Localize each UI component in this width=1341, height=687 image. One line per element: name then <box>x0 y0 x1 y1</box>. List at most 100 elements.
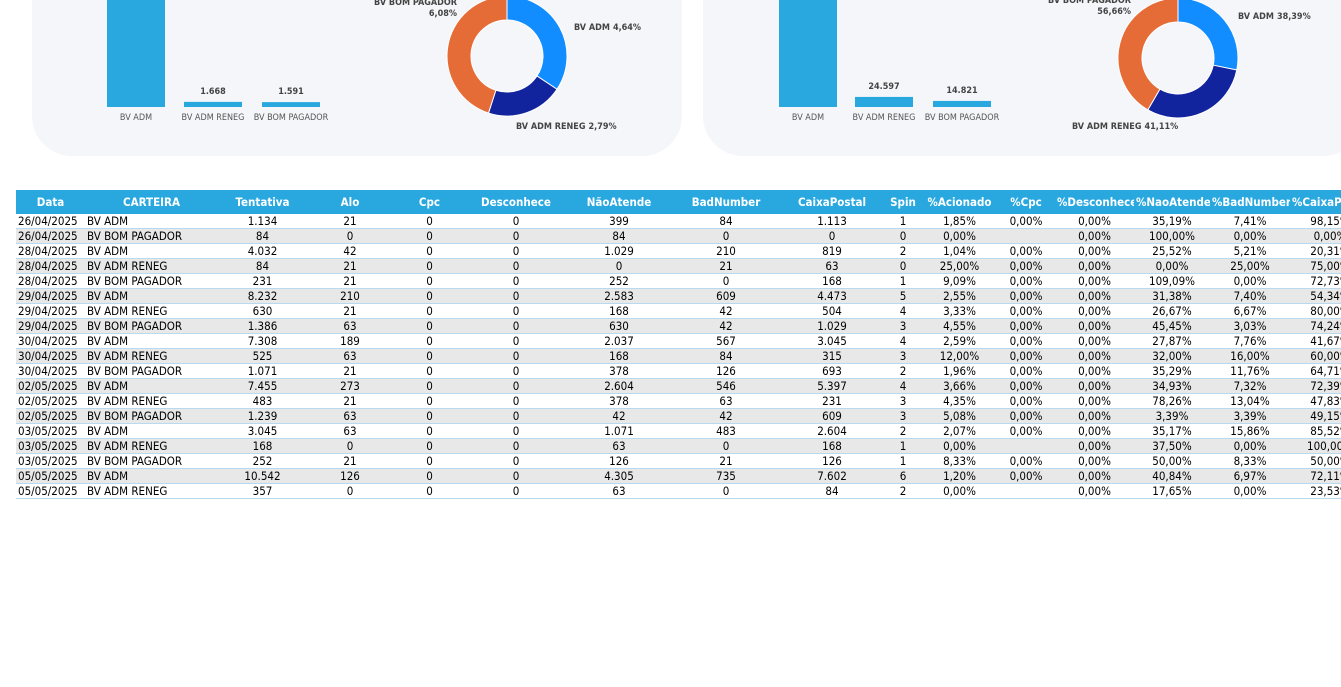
table-cell: 0,00% <box>922 228 997 244</box>
table-cell: 2.037 <box>566 333 672 349</box>
table-cell: 63 <box>566 438 672 454</box>
table-cell: 2 <box>884 423 922 439</box>
table-cell: 630 <box>566 318 672 334</box>
table-cell: 0 <box>307 228 393 244</box>
table-cell: 0,00% <box>997 333 1055 349</box>
table-cell: 0,00% <box>997 468 1055 484</box>
column-header: Data <box>16 190 85 214</box>
table-cell: BV ADM RENEG <box>85 483 218 499</box>
table-cell: 0,00% <box>1055 453 1134 469</box>
table-cell: 0,00% <box>997 318 1055 334</box>
table-cell: 42 <box>307 243 393 259</box>
table-cell: 30/04/2025 <box>16 348 85 364</box>
table-cell: 0 <box>393 303 466 319</box>
table-cell: BV ADM RENEG <box>85 348 218 364</box>
table-cell: 0,00% <box>1055 228 1134 244</box>
table-cell: 63 <box>672 393 780 409</box>
table-cell: 0,00% <box>997 214 1055 229</box>
table-cell: 0,00% <box>1055 214 1134 229</box>
donut-slice <box>506 0 568 90</box>
table-cell: 0 <box>466 288 566 304</box>
table-cell: 64,71% <box>1290 363 1341 379</box>
table-cell: 42 <box>566 408 672 424</box>
table-cell: 2.604 <box>780 423 884 439</box>
table-cell: 15,86% <box>1210 423 1290 439</box>
table-cell: 0 <box>672 483 780 499</box>
column-header: Alo <box>307 190 393 214</box>
table-cell: 693 <box>780 363 884 379</box>
table-cell: 7.455 <box>218 378 307 394</box>
table-cell: 21 <box>307 453 393 469</box>
table-cell: 4.032 <box>218 243 307 259</box>
table-cell: 378 <box>566 363 672 379</box>
table-cell: 0 <box>466 453 566 469</box>
table-cell: 4 <box>884 333 922 349</box>
slice-category: BV ADM <box>574 23 610 33</box>
table-cell: 0 <box>466 423 566 439</box>
table-cell: BV ADM <box>85 333 218 349</box>
table-cell: 13,04% <box>1210 393 1290 409</box>
donut-slice <box>1177 0 1239 71</box>
column-header: Tentativa <box>218 190 307 214</box>
table-cell: 0 <box>393 423 466 439</box>
table-cell: 0,00% <box>997 363 1055 379</box>
table-row: 30/04/2025 BV ADM RENEG 525 63 0 0 168 84 315 3 12… <box>16 348 1341 364</box>
column-header: CaixaPostal <box>780 190 884 214</box>
column-header: %Acionado <box>922 190 997 214</box>
table-cell: 4 <box>884 303 922 319</box>
table-cell: 1,04% <box>922 243 997 259</box>
table-cell: 03/05/2025 <box>16 453 85 469</box>
table-cell: 11,76% <box>1210 363 1290 379</box>
table-cell: 03/05/2025 <box>16 423 85 439</box>
table-cell: 378 <box>566 393 672 409</box>
table-row: 28/04/2025 BV BOM PAGADOR 231 21 0 0 252 0 168 1 9… <box>16 273 1341 289</box>
table-row: 29/04/2025 BV ADM RENEG 630 21 0 0 168 42 504 4 3,… <box>16 303 1341 319</box>
table-cell: 0 <box>466 438 566 454</box>
table-cell: 0 <box>307 483 393 499</box>
table-cell: 0 <box>466 468 566 484</box>
table-cell: 74,24% <box>1290 318 1341 334</box>
table-cell: BV BOM PAGADOR <box>85 273 218 289</box>
table-cell: 0 <box>884 228 922 244</box>
table-cell: 50,00% <box>1134 453 1210 469</box>
table-cell: 399 <box>566 214 672 229</box>
table-cell: 525 <box>218 348 307 364</box>
table-cell: 0 <box>393 453 466 469</box>
table-cell: 1,85% <box>922 214 997 229</box>
slice-label: BV ADM RENEG 41,11% <box>1072 122 1178 132</box>
table-cell: 84 <box>672 348 780 364</box>
column-header: %NaoAtende <box>1134 190 1210 214</box>
table-cell: 0 <box>307 438 393 454</box>
table-cell: 49,15% <box>1290 408 1341 424</box>
table-cell: 1.071 <box>218 363 307 379</box>
table-cell: 7.602 <box>780 468 884 484</box>
table-cell: 546 <box>672 378 780 394</box>
table-cell: 3 <box>884 393 922 409</box>
table-cell <box>997 228 1055 244</box>
slice-category: BV ADM <box>1238 12 1274 22</box>
table-cell <box>997 438 1055 454</box>
table-cell: 84 <box>780 483 884 499</box>
category-label: BV ADM <box>119 113 153 123</box>
table-cell: 12,00% <box>922 348 997 364</box>
table-cell: 63 <box>566 483 672 499</box>
slice-category: BV ADM RENEG <box>1072 122 1142 132</box>
table-cell: 0,00% <box>997 303 1055 319</box>
table-cell: 0,00% <box>997 408 1055 424</box>
table-cell: 7,76% <box>1210 333 1290 349</box>
slice-value: 38,39% <box>1277 12 1311 22</box>
bar <box>933 100 991 107</box>
value-label: 24.597 <box>868 82 899 92</box>
table-cell: 0,00% <box>1055 303 1134 319</box>
table-cell: 84 <box>218 258 307 274</box>
table-cell: BV ADM RENEG <box>85 258 218 274</box>
table-cell: BV BOM PAGADOR <box>85 318 218 334</box>
value-label: 14.821 <box>946 86 978 96</box>
table-row: 05/05/2025 BV ADM 10.542 126 0 0 4.305 735 7.602… <box>16 468 1341 484</box>
table-cell: 0 <box>393 468 466 484</box>
table-cell: 0 <box>466 408 566 424</box>
table-cell: 02/05/2025 <box>16 393 85 409</box>
table-cell: 63 <box>307 408 393 424</box>
table-cell: BV BOM PAGADOR <box>85 363 218 379</box>
